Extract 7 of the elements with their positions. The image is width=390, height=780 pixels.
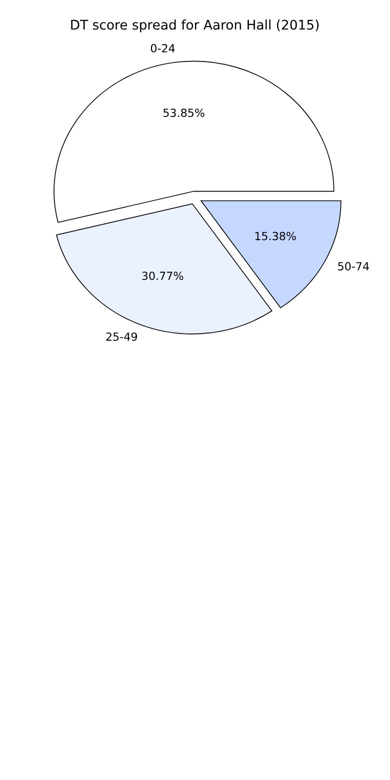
data-label: 53.85%: [164, 108, 204, 118]
slice-label: 50-74: [338, 262, 369, 270]
data-label: 15.38%: [255, 232, 296, 240]
slice-label: 0-24: [150, 44, 175, 52]
chart-title: DT score spread for Aaron Hall (2015): [71, 20, 319, 32]
slice-label: 25-49: [106, 332, 137, 341]
data-label: 30.77%: [142, 272, 184, 280]
